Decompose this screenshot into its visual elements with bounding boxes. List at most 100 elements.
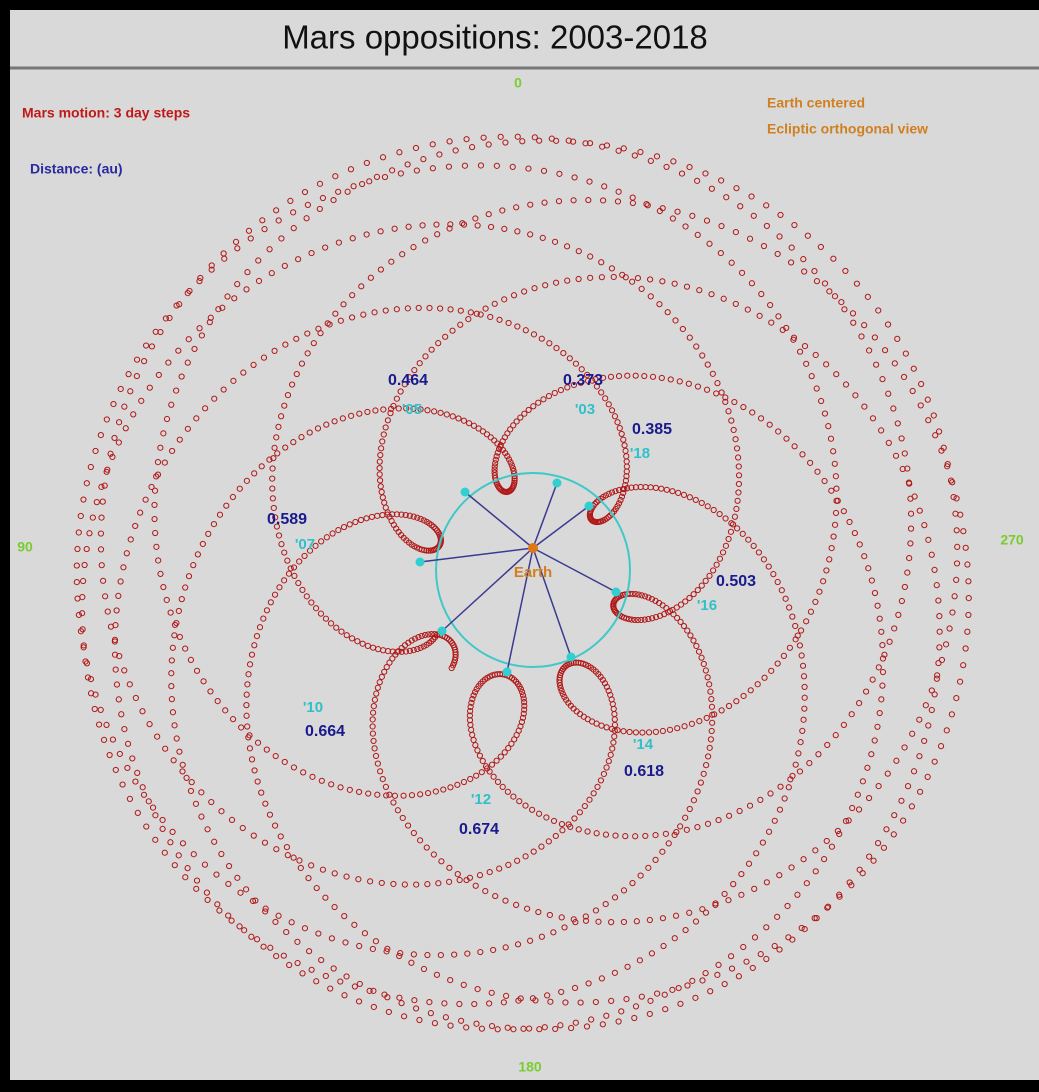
mars-dot (112, 666, 119, 673)
mars-dot (792, 622, 799, 630)
mars-dot (193, 415, 200, 422)
mars-dot (763, 924, 770, 931)
mars-dot (921, 522, 928, 529)
mars-dot (183, 774, 190, 782)
mars-dot (229, 493, 237, 501)
mars-dot (505, 745, 512, 752)
mars-dot (642, 593, 649, 600)
mars-dot (81, 561, 88, 569)
mars-dot (134, 809, 141, 816)
mars-dot (84, 674, 92, 681)
mars-dot (196, 325, 203, 332)
mars-dot (190, 562, 197, 569)
spoke (532, 482, 558, 549)
mars-dot (271, 444, 278, 451)
mars-dot (783, 435, 790, 442)
mars-dot (382, 424, 389, 431)
mars-dot (80, 642, 87, 649)
mars-dot (928, 687, 935, 694)
mars-dot (479, 428, 487, 435)
mars-dot (718, 707, 725, 714)
mars-dot (572, 659, 580, 666)
mars-dot (900, 373, 908, 381)
opposition-labels: '030.373'050.464'070.589'100.664'120.674… (267, 372, 756, 838)
mars-dot (541, 1024, 548, 1031)
mars-dot (818, 397, 825, 405)
mars-dot (682, 926, 689, 934)
mars-dot (494, 1026, 501, 1033)
mars-dot (190, 851, 197, 858)
mars-dot (200, 678, 207, 685)
mars-dot (890, 831, 897, 838)
mars-dot (266, 811, 274, 818)
mars-dot (707, 736, 715, 743)
mars-dot (456, 1000, 463, 1008)
mars-dot (687, 632, 694, 639)
mars-dot (603, 515, 610, 522)
mars-dot (859, 870, 866, 877)
mars-dot (951, 593, 958, 600)
mars-dot (457, 321, 464, 328)
opposition-distance: 0.674 (459, 821, 499, 838)
mars-dot (400, 1013, 408, 1020)
mars-dot (163, 596, 170, 604)
mars-dot (371, 745, 378, 752)
mars-dot (954, 543, 961, 550)
mars-dot (910, 768, 918, 775)
mars-dot (290, 764, 298, 771)
mars-dot (306, 429, 313, 436)
mars-dot (638, 592, 645, 599)
mars-dot (139, 784, 146, 791)
mars-dot (424, 407, 431, 414)
mars-dot (588, 1016, 595, 1023)
mars-dot (370, 1003, 377, 1011)
mars-dot (301, 188, 309, 196)
mars-dot (830, 533, 837, 540)
mars-dot (370, 703, 377, 710)
mars-dot (359, 180, 366, 188)
mars-dot (465, 420, 473, 427)
mars-dot (864, 764, 871, 771)
mars-dot (582, 913, 589, 920)
mars-dot (965, 578, 972, 585)
mars-dot (179, 768, 186, 775)
mars-dot (514, 941, 522, 948)
mars-dot (931, 758, 938, 765)
mars-dot (686, 494, 693, 501)
mars-dot (331, 870, 338, 877)
mars-dot (266, 456, 273, 463)
mars-dot (422, 353, 429, 360)
mars-dot (608, 407, 616, 414)
mars-dot (672, 317, 679, 324)
mars-dot (511, 479, 518, 486)
mars-dot (308, 862, 315, 869)
mars-dot (187, 656, 195, 663)
mars-dot (529, 806, 536, 813)
mars-dot (142, 342, 150, 349)
mars-dot (103, 721, 110, 728)
mars-dot (97, 432, 104, 439)
mars-dot (371, 309, 378, 316)
mars-dot (504, 788, 511, 795)
mars-dot (776, 806, 784, 813)
mars-dot (482, 763, 490, 770)
mars-dot (552, 832, 559, 840)
mars-dot (589, 377, 596, 384)
mars-dot (879, 376, 886, 383)
mars-dot (451, 951, 458, 958)
mars-dot (560, 350, 567, 357)
mars-dot (895, 611, 902, 618)
mars-dot (811, 915, 818, 922)
mars-dot (635, 591, 642, 598)
mars-dot (812, 351, 819, 359)
mars-dot (296, 558, 303, 565)
mars-dot (184, 359, 191, 366)
mars-dot (728, 520, 735, 527)
mars-dot (707, 688, 714, 695)
mars-dot (201, 861, 209, 868)
mars-dot (152, 812, 159, 819)
mars-dot (550, 817, 558, 825)
mars-dot (564, 277, 571, 284)
mars-dot (799, 727, 806, 734)
mars-dot (530, 331, 538, 338)
